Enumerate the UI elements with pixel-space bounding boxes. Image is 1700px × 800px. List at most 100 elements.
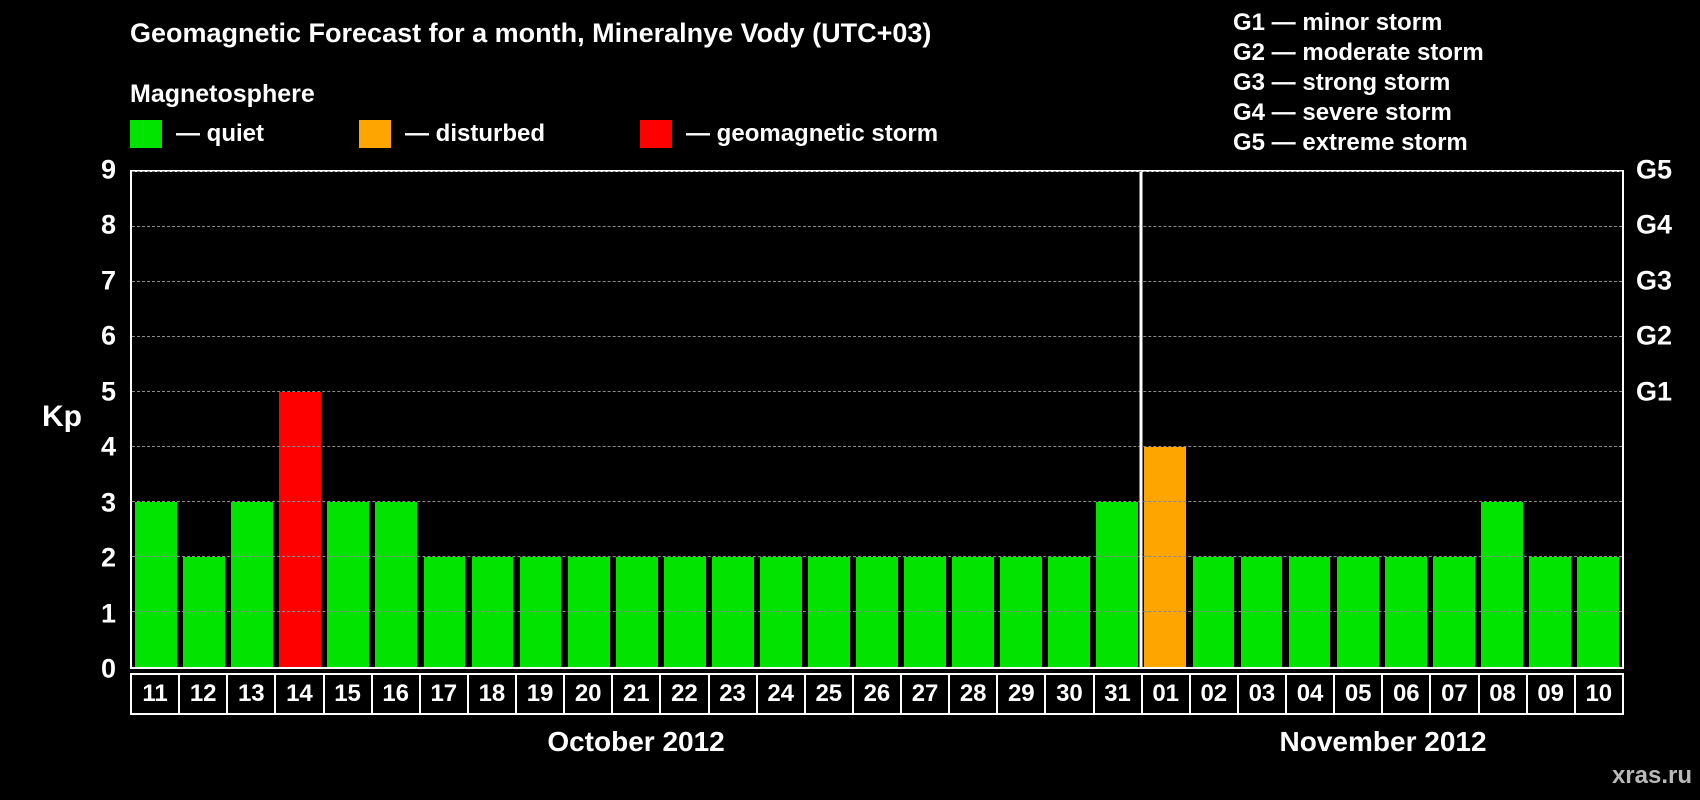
gridline-4 <box>132 446 1622 447</box>
bar-day-01 <box>1144 447 1187 667</box>
day-label-15: 15 <box>322 673 373 715</box>
day-label-20: 20 <box>563 673 614 715</box>
bar-column-28 <box>949 172 997 667</box>
bar-column-19 <box>517 172 565 667</box>
legend-label-quiet: — quiet <box>176 120 264 147</box>
bar-day-17 <box>423 557 466 667</box>
bar-column-15 <box>324 172 372 667</box>
bar-day-15 <box>327 502 370 667</box>
bar-day-20 <box>567 557 610 667</box>
day-label-25: 25 <box>803 673 854 715</box>
day-label-30: 30 <box>1044 673 1095 715</box>
month-label-0: October 2012 <box>547 726 725 757</box>
bar-column-25 <box>805 172 853 667</box>
day-label-17: 17 <box>418 673 469 715</box>
day-label-03: 03 <box>1236 673 1287 715</box>
bar-column-06 <box>1382 172 1430 667</box>
g-scale-legend-g1: G1 — minor storm <box>1233 9 1443 36</box>
gridline-5 <box>132 391 1622 392</box>
bar-column-31 <box>1093 172 1141 667</box>
bar-column-29 <box>997 172 1045 667</box>
g-scale-tick-G3: G3 <box>1636 265 1673 296</box>
day-label-27: 27 <box>900 673 951 715</box>
bar-day-19 <box>519 557 562 667</box>
y-tick-8: 8 <box>100 209 116 240</box>
day-label-11: 11 <box>130 673 181 715</box>
bar-column-22 <box>661 172 709 667</box>
bar-day-06 <box>1384 557 1427 667</box>
y-tick-0: 0 <box>100 653 116 684</box>
bar-day-31 <box>1096 502 1139 667</box>
legend-label-disturbed: — disturbed <box>405 120 546 147</box>
g-scale-legend-g2: G2 — moderate storm <box>1233 39 1484 66</box>
bar-column-21 <box>613 172 661 667</box>
y-axis-title: Kp <box>42 400 82 433</box>
bar-column-27 <box>901 172 949 667</box>
y-tick-9: 9 <box>100 154 116 185</box>
day-label-19: 19 <box>515 673 566 715</box>
quiet-color-swatch <box>130 120 162 148</box>
bar-day-08 <box>1480 502 1523 667</box>
day-label-21: 21 <box>611 673 662 715</box>
day-row: 11 12 13 14 15 16 17 18 19 20 21 22 23 24 25 26 27 28 29 30… <box>130 673 1624 715</box>
month-label-1: November 2012 <box>1279 726 1487 757</box>
bar-day-07 <box>1432 557 1475 667</box>
y-tick-5: 5 <box>100 376 116 407</box>
legend-item-quiet: — quiet <box>130 120 264 148</box>
bar-column-05 <box>1334 172 1382 667</box>
day-label-05: 05 <box>1333 673 1384 715</box>
g-scale-tick-G1: G1 <box>1636 376 1673 407</box>
bar-column-18 <box>468 172 516 667</box>
day-label-07: 07 <box>1429 673 1480 715</box>
day-label-10: 10 <box>1573 673 1624 715</box>
day-label-22: 22 <box>659 673 710 715</box>
day-label-26: 26 <box>851 673 902 715</box>
bar-day-14 <box>279 392 322 667</box>
bar-day-28 <box>952 557 994 667</box>
bar-column-11 <box>132 172 180 667</box>
g-scale-tick-G5: G5 <box>1636 154 1673 185</box>
bar-day-26 <box>856 557 898 667</box>
day-label-09: 09 <box>1525 673 1576 715</box>
bar-column-07 <box>1430 172 1478 667</box>
legend: — quiet — disturbed — geomagnetic storm <box>130 120 1033 148</box>
day-label-08: 08 <box>1477 673 1528 715</box>
bar-column-01 <box>1141 172 1189 667</box>
bar-day-02 <box>1192 557 1235 667</box>
bar-day-11 <box>135 502 177 667</box>
gridline-1 <box>132 611 1622 612</box>
storm-color-swatch <box>640 120 673 148</box>
bar-day-05 <box>1336 557 1379 667</box>
bar-column-12 <box>180 172 228 667</box>
bar-day-09 <box>1528 557 1571 667</box>
legend-heading: Magnetosphere <box>130 80 315 108</box>
day-label-01: 01 <box>1140 673 1191 715</box>
y-tick-7: 7 <box>100 265 116 296</box>
y-tick-2: 2 <box>100 542 116 573</box>
g-scale-legend: G1 — minor storm G2 — moderate storm G3 … <box>1233 8 1484 158</box>
bar-day-30 <box>1048 557 1091 667</box>
day-label-31: 31 <box>1092 673 1143 715</box>
day-label-04: 04 <box>1285 673 1336 715</box>
day-label-18: 18 <box>466 673 517 715</box>
bars <box>132 172 1622 667</box>
g-scale-tick-G4: G4 <box>1636 209 1673 240</box>
gridline-6 <box>132 336 1622 337</box>
day-label-02: 02 <box>1188 673 1239 715</box>
bar-column-26 <box>853 172 901 667</box>
bar-column-14 <box>276 172 324 667</box>
bar-day-29 <box>1000 557 1043 667</box>
day-label-06: 06 <box>1381 673 1432 715</box>
bar-column-03 <box>1237 172 1285 667</box>
gridline-7 <box>132 281 1622 282</box>
bar-day-21 <box>615 557 658 667</box>
bar-day-04 <box>1288 557 1331 667</box>
bar-day-24 <box>759 557 802 667</box>
bar-column-13 <box>228 172 276 667</box>
legend-item-disturbed: — disturbed <box>359 120 545 148</box>
bar-day-10 <box>1577 557 1619 667</box>
bar-column-04 <box>1286 172 1334 667</box>
month-labels: October 2012 November 2012 <box>130 726 1624 762</box>
bar-day-18 <box>471 557 514 667</box>
